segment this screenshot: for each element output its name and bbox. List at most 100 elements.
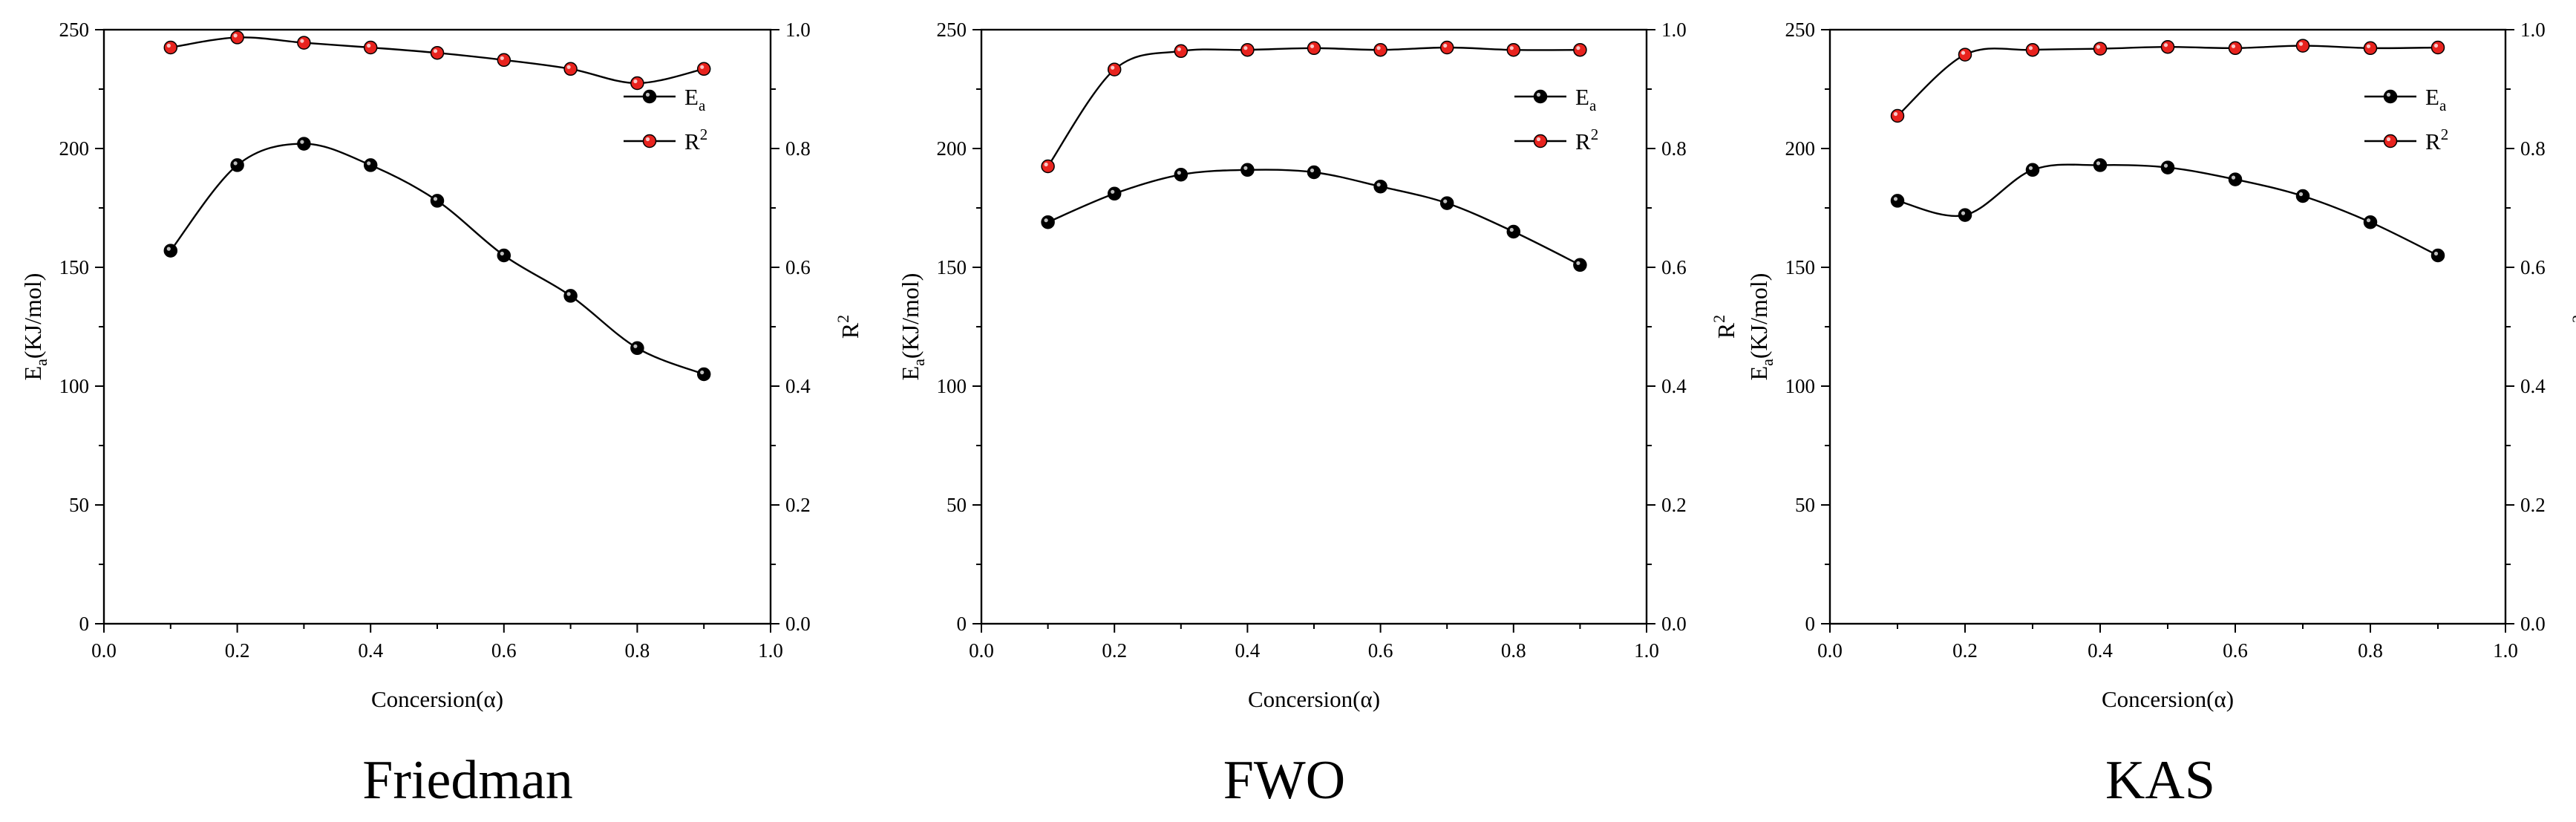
series-ea <box>1890 158 2445 263</box>
data-point <box>2093 42 2108 56</box>
data-point-highlight <box>433 197 438 201</box>
y2-tick-label: 0.8 <box>785 137 811 160</box>
data-point <box>230 158 244 172</box>
y-axis-label: Ea(KJ/mol) <box>19 273 50 381</box>
y-tick-label: 250 <box>1785 19 1816 41</box>
x-tick-label: 1.0 <box>758 639 783 662</box>
y2-tick-label: 0.4 <box>1661 375 1687 397</box>
y-tick-label: 250 <box>59 19 90 41</box>
data-point-highlight <box>1961 211 1966 215</box>
y-tick-label: 0 <box>957 613 967 635</box>
data-point-highlight <box>633 79 638 84</box>
x-tick-label: 0.0 <box>1817 639 1843 662</box>
data-point <box>163 244 178 258</box>
data-point <box>1890 194 1905 208</box>
legend-marker-highlight <box>1536 92 1541 97</box>
x-tick-label: 0.2 <box>225 639 250 662</box>
y-tick-label: 150 <box>59 256 90 278</box>
data-point-highlight <box>2096 45 2101 49</box>
data-point-highlight <box>1044 162 1048 167</box>
x-tick-label: 0.4 <box>2088 639 2113 662</box>
data-point <box>497 248 511 263</box>
data-point <box>1373 42 1387 57</box>
x-tick-label: 0.8 <box>1501 639 1526 662</box>
data-point <box>497 53 511 68</box>
data-point-highlight <box>1443 199 1448 203</box>
data-point-highlight <box>2433 251 2439 256</box>
y2-tick-label: 0.0 <box>1661 613 1687 635</box>
y2-axis-label-main: R <box>2572 322 2576 339</box>
data-point-highlight <box>1576 46 1580 50</box>
data-point <box>2363 215 2378 229</box>
y2-tick-label: 0.8 <box>2520 137 2546 160</box>
legend-marker <box>2383 134 2398 149</box>
x-axis-label: Concersion(α) <box>371 686 503 712</box>
data-point <box>2430 248 2445 263</box>
x-tick-label: 0.2 <box>1952 639 1978 662</box>
y-axis-label-main: E <box>1745 366 1772 381</box>
x-tick-label: 0.8 <box>625 639 650 662</box>
data-point <box>2160 160 2175 174</box>
legend-label: R2 <box>1575 125 1598 154</box>
y2-tick-label: 1.0 <box>2520 19 2546 41</box>
data-point-highlight <box>2163 43 2168 48</box>
y2-tick-label: 0.2 <box>2520 494 2546 516</box>
data-point-highlight <box>2028 46 2033 50</box>
data-point-highlight <box>233 33 238 38</box>
data-point <box>1174 167 1189 182</box>
data-point <box>363 158 378 172</box>
x-tick-label: 0.4 <box>358 639 383 662</box>
y-tick-label: 0 <box>79 613 90 635</box>
y2-tick-label: 0.4 <box>785 375 811 397</box>
data-point-highlight <box>2028 166 2033 170</box>
data-point-highlight <box>1376 46 1381 50</box>
data-point-highlight <box>1111 189 1115 194</box>
data-point <box>2295 39 2310 53</box>
data-point <box>1573 258 1587 273</box>
y-tick-label: 50 <box>947 494 967 516</box>
data-point <box>2093 158 2108 172</box>
data-point <box>2295 189 2310 203</box>
y2-tick-label: 0.0 <box>785 613 811 635</box>
data-point-highlight <box>2096 161 2101 166</box>
legend-label: R2 <box>2425 125 2448 154</box>
y-axis-label-sub: a <box>909 359 928 366</box>
data-point <box>630 76 644 91</box>
data-point-highlight <box>2298 192 2304 197</box>
series-ea <box>1041 163 1587 273</box>
data-point <box>1958 208 1972 222</box>
x-axis-label: Concersion(α) <box>2102 686 2234 712</box>
data-point <box>1890 108 1905 123</box>
y-axis-label-main: E <box>19 366 46 381</box>
legend-marker <box>642 89 657 104</box>
data-point-highlight <box>1961 50 1966 55</box>
y-tick-label: 100 <box>59 375 90 397</box>
y2-tick-label: 0.0 <box>2520 613 2546 635</box>
x-tick-label: 0.4 <box>1235 639 1261 662</box>
data-point-highlight <box>2163 163 2168 168</box>
data-point <box>630 341 644 356</box>
legend-marker-highlight <box>1536 137 1541 142</box>
x-tick-label: 0.2 <box>1102 639 1127 662</box>
series-line <box>1047 46 1580 167</box>
legend-marker <box>2383 89 2398 104</box>
data-point-highlight <box>166 247 171 251</box>
y-axis-label-rest: (KJ/mol) <box>897 273 923 359</box>
y2-tick-label: 1.0 <box>1661 19 1687 41</box>
series-r2 <box>1890 39 2445 123</box>
legend-marker <box>1533 89 1548 104</box>
legend-label-main: R <box>2425 128 2441 154</box>
y2-tick-label: 0.2 <box>785 494 811 516</box>
data-point-highlight <box>2231 44 2236 48</box>
data-point <box>1307 41 1321 56</box>
plot-frame <box>1828 28 2507 625</box>
chart-panel-friedman: 0.0 0.2 0.4 0.6 0.8 1.0 0 50 100 150 200 250 0.0 0.2 0… <box>19 19 863 811</box>
data-point <box>1107 62 1122 76</box>
legend-label-sup: 2 <box>700 125 708 143</box>
y2-tick-label: 0.8 <box>1661 137 1687 160</box>
data-point-highlight <box>1443 43 1448 48</box>
data-point <box>1506 42 1521 57</box>
data-point-highlight <box>700 370 705 375</box>
data-point <box>696 62 711 76</box>
